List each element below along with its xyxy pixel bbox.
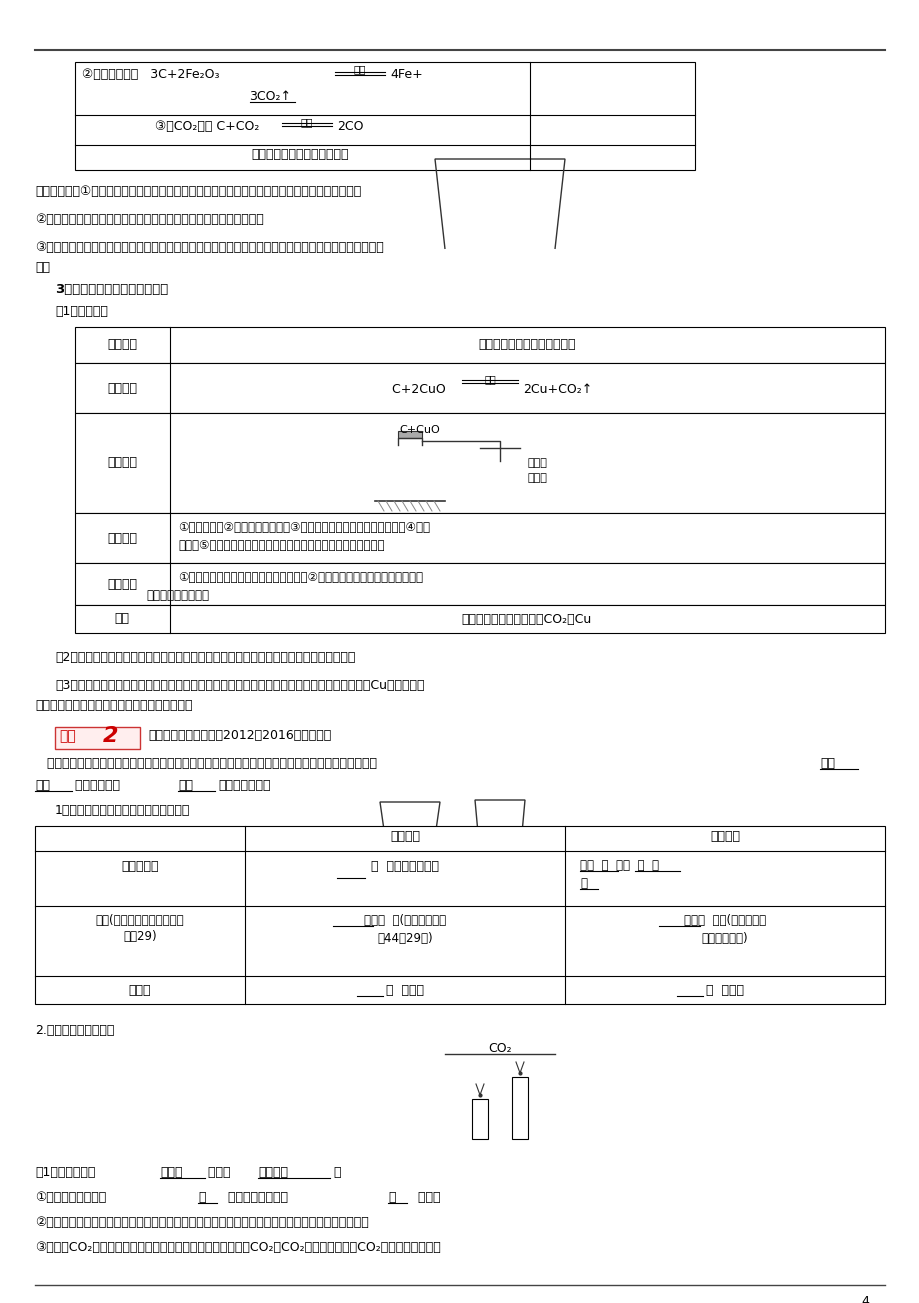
Bar [75,327,884,364]
Text: （2）选用装置分析：因为反应条件是高温，所以采用酒精灯加网罩（或者用酒精喷灯）。: （2）选用装置分析：因为反应条件是高温，所以采用酒精灯加网罩（或者用酒精喷灯）。 [55,652,355,665]
Text: ①现象：下层的蜡烛: ①现象：下层的蜡烛 [35,1191,106,1204]
Text: ②结论：二氧化碳不能燃烧，也不支持燃烧（化学性质），二氧化碳的密度比空气大（物理性质）；: ②结论：二氧化碳不能燃烧，也不支持燃烧（化学性质），二氧化碳的密度比空气大（物理… [35,1216,369,1229]
Text: CO₂: CO₂ [488,1042,511,1055]
Text: 比空气  大(相对分子质量: 比空气 大(相对分子质量 [364,913,446,926]
Text: 4Fe+: 4Fe+ [390,68,423,81]
Text: 支持燃烧: 支持燃烧 [257,1166,288,1179]
Bar [75,563,884,605]
Text: 不同: 不同 [35,779,50,792]
Text: 2.二氧化碳的化学性质: 2.二氧化碳的化学性质 [35,1024,114,1037]
Text: 【特别提醒】①碳在常温下性质稳定，所以用碳单质作还原剂与其他物质反应，必须是高温条件。: 【特别提醒】①碳在常温下性质稳定，所以用碳单质作还原剂与其他物质反应，必须是高温… [35,185,361,198]
Text: 构成: 构成 [819,757,834,770]
Text: 加热；⑤实验完毕先将导气管从澄清石灰水中取出，再熄灭酒精灯: 加热；⑤实验完毕先将导气管从澄清石灰水中取出，再熄灭酒精灯 [177,539,384,552]
Text: 高温: 高温 [301,117,312,126]
Text: ③应用：CO₂可用于灭火，常用的灭火器中盛装的灭火剂就是CO₂，CO₂灭火，既利用了CO₂不能燃烧，也不支: ③应用：CO₂可用于灭火，常用的灭火器中盛装的灭火剂就是CO₂，CO₂灭火，既利… [35,1240,440,1253]
Text: 二氧化碳: 二氧化碳 [390,830,420,843]
Text: 一氧化碳: 一氧化碳 [709,830,739,843]
Text: 实验装置: 实验装置 [107,456,137,469]
Text: 2CO: 2CO [336,120,363,133]
Text: 碳粉与氧化铜反应，生成CO₂和Cu: 碳粉与氧化铜反应，生成CO₂和Cu [461,612,592,625]
Text: 无色  、  无味  、  气: 无色 、 无味 、 气 [579,859,658,872]
Text: ，也不: ，也不 [208,1166,238,1179]
Text: 熄灭；: 熄灭； [410,1191,440,1204]
Text: 2Cu+CO₂↑: 2Cu+CO₂↑ [522,383,592,396]
Text: 石灰水: 石灰水 [528,473,548,483]
Text: 熄灭，上层的蜡烛: 熄灭，上层的蜡烛 [220,1191,288,1204]
Text: 3CO₂↑: 3CO₂↑ [249,90,290,103]
Text: 。: 。 [333,1166,340,1179]
Text: 量为29): 量为29) [123,930,156,943]
Text: 高温: 高温 [354,64,366,74]
Text: 无  色、无味、气态: 无 色、无味、气态 [370,860,438,873]
Bar [75,63,694,169]
Bar [55,727,140,749]
Text: 有很大的不同。: 有很大的不同。 [218,779,270,792]
Text: 考点: 考点 [59,728,75,743]
Text: 4: 4 [860,1295,868,1303]
Text: C+2CuO: C+2CuO [391,383,449,396]
Text: 二氧化碳和一氧化碳（2012～2016每年考查）: 二氧化碳和一氧化碳（2012～2016每年考查） [148,728,331,741]
Text: ②碳与氧气反应有两种生成物，说明反应物的量不同生成物也不同。: ②碳与氧气反应有两种生成物，说明反应物的量不同生成物也不同。 [35,212,264,225]
Text: 色、味、态: 色、味、态 [121,860,159,873]
Bar [512,1078,528,1139]
Text: ①实验过程中观察到澄清石灰水变浑浊；②将冷却后试管中的粉末倒在纸上，: ①实验过程中观察到澄清石灰水变浑浊；②将冷却后试管中的粉末倒在纸上， [177,571,423,584]
Text: 二氧化碳的分子中含有两个氧原子，一氧化碳的分子中含有一个氧原子，同为碳的氧化物，因分子的: 二氧化碳的分子中含有两个氧原子，一氧化碳的分子中含有一个氧原子，同为碳的氧化物，… [35,757,384,770]
Text: （3）实验现象分析：反应物为碳粉和氧化铜。虽然是高温加热，但其反应速度很缓慢，生成的Cu夹杂在黑色: （3）实验现象分析：反应物为碳粉和氧化铜。虽然是高温加热，但其反应速度很缓慢，生… [55,679,424,692]
Text: 碳粉、氧化铜粉、澄清石灰水: 碳粉、氧化铜粉、澄清石灰水 [478,339,575,352]
Text: 3．实验突破：碳粉还原氧化铜: 3．实验突破：碳粉还原氧化铜 [55,283,168,296]
Text: 高温: 高温 [483,374,495,384]
Text: 先: 先 [198,1191,205,1204]
Text: 结论: 结论 [114,612,130,625]
Bar [75,513,884,563]
Text: ③与CO₂反应 C+CO₂: ③与CO₂反应 C+CO₂ [154,120,263,133]
Text: 实验药品: 实验药品 [107,339,137,352]
Text: 反应原理: 反应原理 [107,382,137,395]
Text: 态: 态 [579,877,586,890]
Text: 观察有红色物质生成: 观察有红色物质生成 [146,589,210,602]
Text: 比空气  略小(相对分子质: 比空气 略小(相对分子质 [683,913,766,926]
Bar [75,413,884,513]
Text: 2: 2 [103,726,119,747]
Bar [75,364,884,413]
Text: 粉末中，需要将粉末倒出来，铺平在纸上观察。: 粉末中，需要将粉末倒出来，铺平在纸上观察。 [35,698,192,711]
Text: 澄清的: 澄清的 [528,457,548,468]
Text: （1）实验过程: （1）实验过程 [55,305,108,318]
Bar [35,826,884,1005]
Text: ①连接装置；②检验装置气密性；③装药品，把装置固定在铁架台上；④高温: ①连接装置；②检验装置气密性；③装药品，把装置固定在铁架台上；④高温 [177,521,429,534]
Text: 应。: 应。 [35,261,50,274]
Text: 1．二氧化碳与一氧化碳物理性质的比较: 1．二氧化碳与一氧化碳物理性质的比较 [55,804,190,817]
Text: 碳的还原性广泛用于冶金工业: 碳的还原性广泛用于冶金工业 [251,149,348,162]
Text: （1）二氧化碳既: （1）二氧化碳既 [35,1166,96,1179]
Text: 量比空气略小): 量比空气略小) [701,932,747,945]
Text: 性质: 性质 [177,779,193,792]
Text: ③还原性：物质在化学反应中夺取氧的性质。夺取氧的物质，发生氧化反应；失去氧的物质，发生还原反: ③还原性：物质在化学反应中夺取氧的性质。夺取氧的物质，发生氧化反应；失去氧的物质… [35,241,383,254]
Bar [75,605,884,633]
Text: 后: 后 [388,1191,395,1204]
Text: 能  溶于水: 能 溶于水 [386,984,424,997]
Text: 难  溶于水: 难 溶于水 [705,984,743,997]
Text: ②与氧化铁反应   3C+2Fe₂O₃: ②与氧化铁反应 3C+2Fe₂O₃ [82,68,223,81]
Text: 为44比29大): 为44比29大) [377,932,432,945]
Text: 实验步骤: 实验步骤 [107,532,137,545]
Text: 不燃烧: 不燃烧 [160,1166,182,1179]
Text: 实验现象: 实验现象 [107,577,137,590]
Text: 密度(空气的平均相对分子质: 密度(空气的平均相对分子质 [96,913,184,926]
Bar [471,1098,487,1139]
Text: ，使得它们的: ，使得它们的 [75,779,128,792]
Text: C+CuO: C+CuO [399,425,440,435]
Bar [398,431,422,438]
Text: 溶解性: 溶解性 [129,984,151,997]
